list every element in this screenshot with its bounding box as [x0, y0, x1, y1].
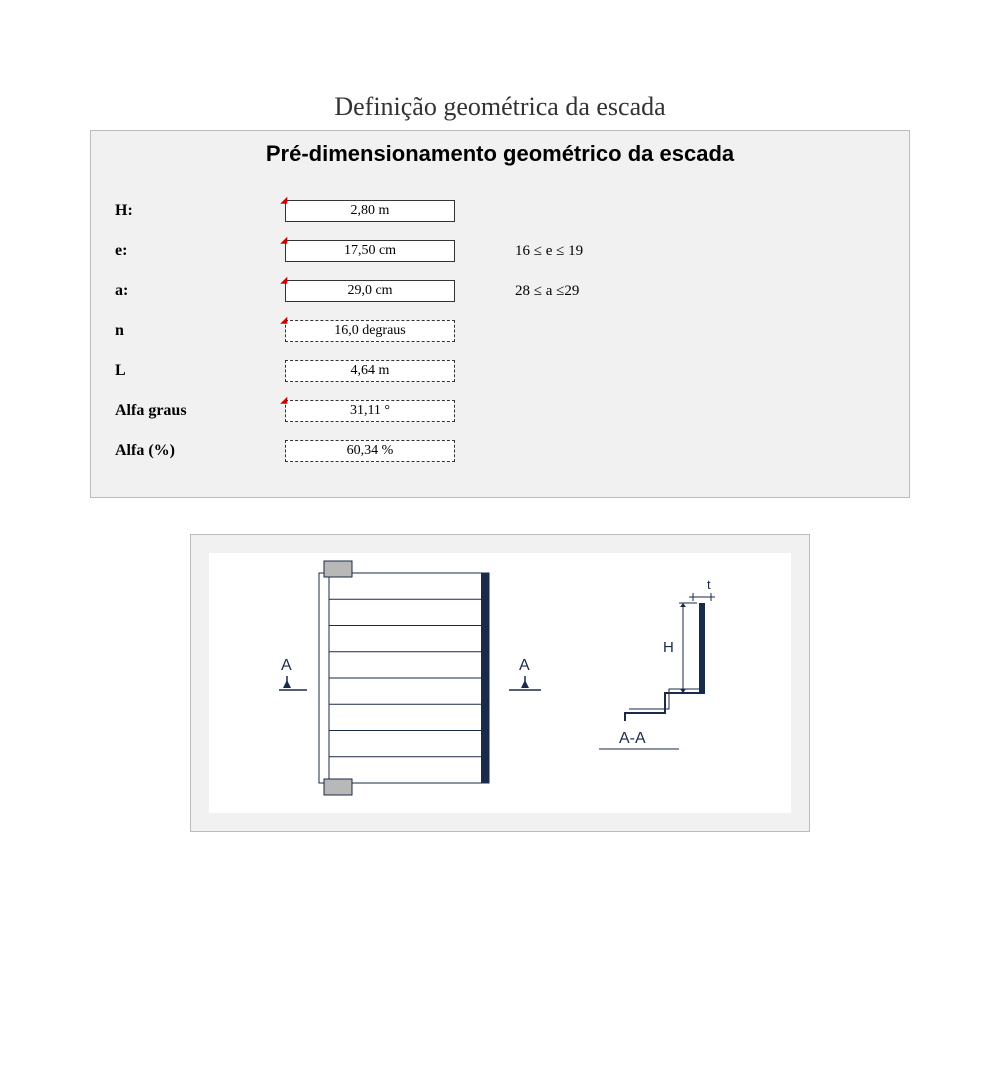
- field-wrap: 16,0 degraus: [285, 320, 455, 342]
- constraint-note: 28 ≤ a ≤29: [515, 283, 579, 300]
- row-label: L: [115, 362, 285, 380]
- row-label: n: [115, 322, 285, 340]
- row-label: Alfa graus: [115, 402, 285, 420]
- diagram-canvas: A At H A-A: [209, 553, 791, 813]
- value-field[interactable]: 2,80 m: [285, 200, 455, 222]
- value-field[interactable]: 17,50 cm: [285, 240, 455, 262]
- form-row: H:2,80 m: [115, 191, 885, 231]
- field-wrap: 2,80 m: [285, 200, 455, 222]
- svg-text:t: t: [707, 577, 711, 592]
- value-field: 31,11 °: [285, 400, 455, 422]
- value-field[interactable]: 29,0 cm: [285, 280, 455, 302]
- svg-text:A-A: A-A: [619, 730, 646, 747]
- value-field: 60,34 %: [285, 440, 455, 462]
- value-field: 4,64 m: [285, 360, 455, 382]
- form-row: Alfa (%)60,34 %: [115, 431, 885, 471]
- field-wrap: 60,34 %: [285, 440, 455, 462]
- form-row: n16,0 degraus: [115, 311, 885, 351]
- form-row: e:17,50 cm 16 ≤ e ≤ 19: [115, 231, 885, 271]
- form-panel: Pré-dimensionamento geométrico da escada…: [90, 130, 910, 498]
- form-row: a:29,0 cm 28 ≤ a ≤29: [115, 271, 885, 311]
- row-label: H:: [115, 202, 285, 220]
- row-label: e:: [115, 242, 285, 260]
- diagram-panel: A At H A-A: [190, 534, 810, 832]
- field-wrap: 31,11 °: [285, 400, 455, 422]
- svg-text:A: A: [519, 657, 530, 674]
- svg-text:H: H: [663, 639, 674, 656]
- panel-title: Pré-dimensionamento geométrico da escada: [115, 141, 885, 167]
- form-row: L4,64 m: [115, 351, 885, 391]
- row-label: Alfa (%): [115, 442, 285, 460]
- constraint-note: 16 ≤ e ≤ 19: [515, 243, 583, 260]
- stair-diagram: A At H A-A: [209, 553, 793, 813]
- svg-text:A: A: [281, 657, 292, 674]
- field-wrap: 4,64 m: [285, 360, 455, 382]
- row-label: a:: [115, 282, 285, 300]
- form-rows: H:2,80 m e:17,50 cm 16 ≤ e ≤ 19 a:29,0 cm 28…: [115, 191, 885, 471]
- field-wrap: 17,50 cm: [285, 240, 455, 262]
- page-title: Definição geométrica da escada: [0, 92, 1000, 122]
- form-row: Alfa graus31,11 °: [115, 391, 885, 431]
- value-field: 16,0 degraus: [285, 320, 455, 342]
- field-wrap: 29,0 cm: [285, 280, 455, 302]
